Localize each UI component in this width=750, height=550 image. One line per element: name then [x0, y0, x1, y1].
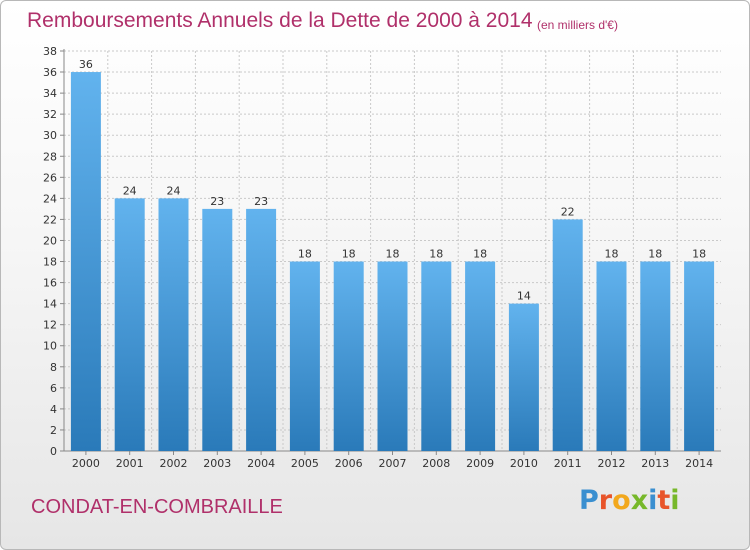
- bar: [289, 261, 320, 451]
- y-tick-label: 36: [43, 66, 57, 79]
- bar-value-label: 23: [210, 195, 224, 208]
- bar: [421, 261, 452, 451]
- bar-value-label: 24: [167, 184, 181, 197]
- unit-note: (en milliers d'€): [537, 18, 618, 32]
- y-tick-label: 6: [50, 382, 57, 395]
- x-tick-label: 2014: [685, 457, 713, 470]
- bar-value-label: 18: [648, 248, 662, 261]
- bar-value-label: 18: [342, 248, 356, 261]
- bar-chart: 0246810121416182022242628303234363836200…: [43, 45, 721, 470]
- y-tick-label: 28: [43, 150, 57, 163]
- x-tick-label: 2011: [554, 457, 582, 470]
- logo-letter: P: [579, 485, 599, 516]
- labels: 0246810121416182022242628303234363836200…: [43, 45, 713, 470]
- bar-value-label: 18: [473, 248, 487, 261]
- bar: [508, 303, 539, 451]
- y-tick-label: 30: [43, 129, 57, 142]
- x-tick-label: 2002: [160, 457, 188, 470]
- bars: [70, 72, 715, 451]
- logo-letter: i: [648, 485, 658, 516]
- x-tick-label: 2008: [422, 457, 450, 470]
- bar-value-label: 23: [254, 195, 268, 208]
- bar: [333, 261, 364, 451]
- bar: [246, 208, 277, 451]
- bar-value-label: 18: [692, 248, 706, 261]
- bar-value-label: 18: [429, 248, 443, 261]
- x-tick-label: 2004: [247, 457, 275, 470]
- bar: [684, 261, 715, 451]
- y-tick-label: 20: [43, 234, 57, 247]
- y-tick-label: 10: [43, 340, 57, 353]
- bar: [465, 261, 496, 451]
- bar: [552, 219, 583, 451]
- proxiti-logo[interactable]: Proxiti: [579, 485, 680, 516]
- x-tick-label: 2012: [598, 457, 626, 470]
- commune-name: CONDAT-EN-COMBRAILLE: [31, 496, 283, 518]
- x-tick-label: 2000: [72, 457, 100, 470]
- bar: [377, 261, 408, 451]
- y-tick-label: 2: [50, 424, 57, 437]
- bar-value-label: 18: [605, 248, 619, 261]
- bar: [158, 198, 189, 451]
- y-tick-label: 32: [43, 108, 57, 121]
- x-tick-label: 2010: [510, 457, 538, 470]
- logo-letter: i: [670, 485, 680, 516]
- logo-letter: t: [657, 485, 671, 516]
- y-tick-label: 4: [50, 403, 57, 416]
- bar: [640, 261, 671, 451]
- y-tick-label: 22: [43, 213, 57, 226]
- x-tick-label: 2005: [291, 457, 319, 470]
- bar: [70, 72, 101, 451]
- x-tick-label: 2009: [466, 457, 494, 470]
- y-tick-label: 0: [50, 445, 57, 458]
- y-tick-label: 38: [43, 45, 57, 58]
- logo-letter: r: [598, 485, 613, 516]
- y-tick-label: 8: [50, 361, 57, 374]
- bar: [202, 208, 233, 451]
- bar: [596, 261, 627, 451]
- x-tick-label: 2003: [203, 457, 231, 470]
- y-tick-label: 18: [43, 256, 57, 269]
- bar-value-label: 24: [123, 184, 137, 197]
- bar-value-label: 18: [386, 248, 400, 261]
- bar-value-label: 22: [561, 205, 575, 218]
- logo-letter: x: [630, 485, 649, 516]
- chart-title: Remboursements Annuels de la Dette de 20…: [27, 9, 533, 32]
- y-tick-label: 24: [43, 192, 57, 205]
- bar-value-label: 36: [79, 58, 93, 71]
- y-tick-label: 34: [43, 87, 57, 100]
- y-tick-label: 14: [43, 298, 57, 311]
- logo-letter: o: [612, 485, 631, 516]
- x-tick-label: 2001: [116, 457, 144, 470]
- x-tick-label: 2013: [641, 457, 669, 470]
- y-tick-label: 26: [43, 171, 57, 184]
- bar: [114, 198, 145, 451]
- bar-value-label: 18: [298, 248, 312, 261]
- bar-value-label: 14: [517, 290, 531, 303]
- x-tick-label: 2007: [379, 457, 407, 470]
- y-tick-label: 12: [43, 319, 57, 332]
- y-tick-label: 16: [43, 277, 57, 290]
- x-tick-label: 2006: [335, 457, 363, 470]
